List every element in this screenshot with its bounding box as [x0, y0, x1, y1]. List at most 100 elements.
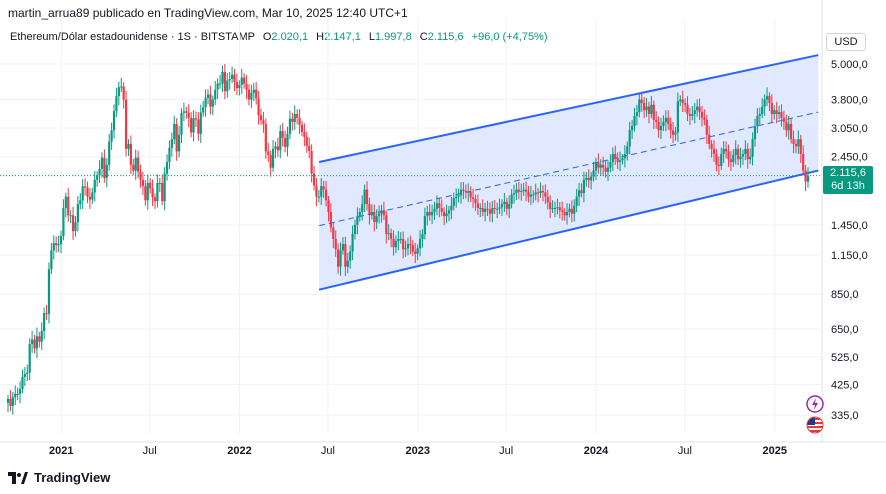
candle-body [724, 148, 728, 152]
candle-body [358, 211, 361, 217]
candle-body [715, 153, 718, 165]
high-label: H [316, 31, 325, 43]
candle-body [173, 123, 176, 140]
candle-body [141, 179, 145, 187]
candle-body [50, 250, 53, 270]
candle-body [505, 201, 508, 209]
candle-body [40, 331, 43, 342]
candle-body [122, 86, 125, 100]
candle-body [503, 201, 506, 205]
candle-body [81, 186, 84, 201]
candle-body [399, 238, 402, 240]
candle-body [235, 81, 239, 89]
candle-body [281, 131, 284, 138]
candle-body [303, 132, 306, 137]
y-tick-label: 2.450,0 [831, 152, 868, 164]
candle-body [527, 191, 530, 197]
candle-body [773, 110, 776, 114]
x-tick-label: 2025 [763, 445, 787, 457]
candle-body [780, 112, 783, 118]
candle-body [565, 211, 569, 216]
candle-body [727, 151, 730, 160]
candle-body [686, 104, 689, 114]
candle-body [96, 175, 99, 180]
candle-body [322, 186, 325, 190]
candle-body [802, 153, 805, 171]
channel-upper-line [318, 54, 819, 163]
currency-button[interactable]: USD [826, 33, 866, 51]
candle-body [392, 238, 395, 248]
candle-body [206, 94, 210, 98]
candle-body [667, 117, 670, 124]
candle-body [199, 112, 202, 134]
candle-body [688, 113, 692, 116]
candle-body [765, 96, 769, 100]
candle-body [47, 269, 51, 314]
brand-name[interactable]: TradingView [34, 470, 111, 485]
us-flag-icon[interactable] [806, 416, 824, 434]
candle-body [792, 139, 795, 144]
candle-body [23, 374, 26, 377]
candle-body [57, 244, 60, 246]
candle-body [770, 102, 773, 114]
candle-body [139, 171, 142, 180]
price-axis[interactable]: 5.000,0 3.800,0 3.050,0 2.450,0 1.450,0 1.150… [831, 59, 868, 422]
candle-body [28, 343, 31, 373]
candle-body [628, 130, 631, 147]
time-axis[interactable]: 2021 Jul 2022 Jul 2023 Jul 2024 Jul 2025 [49, 445, 787, 457]
symbol-name[interactable]: Ethereum/Dólar estadounidense · 1S · BIT… [10, 31, 255, 43]
candle-body [377, 213, 381, 217]
candle-body [134, 157, 137, 171]
candle-body [204, 97, 207, 108]
candle-body [38, 336, 41, 342]
candle-body [590, 176, 593, 181]
channel-fill [319, 55, 819, 290]
candle-body [775, 110, 778, 114]
candle-body [544, 192, 547, 197]
candle-body [652, 104, 655, 120]
candle-body [175, 123, 178, 152]
candle-body [435, 203, 439, 209]
candle-body [351, 234, 354, 252]
candle-body [621, 158, 624, 161]
candle-body [397, 238, 400, 241]
candle-body [674, 132, 677, 135]
candle-body [394, 240, 398, 248]
candle-body [180, 112, 183, 135]
candle-body [88, 196, 92, 200]
candle-body [481, 207, 484, 212]
channel-lower-line [318, 169, 819, 291]
candle-body [6, 398, 10, 403]
candle-body [712, 148, 716, 154]
candle-body [79, 200, 82, 205]
candle-body [69, 215, 72, 217]
candle-body [411, 245, 414, 252]
candle-body [385, 215, 388, 235]
lightning-icon[interactable] [806, 395, 824, 413]
regression-channel[interactable] [318, 54, 819, 291]
candle-body [758, 113, 761, 116]
publisher-line: martin_arrua89 publicado en TradingView.… [8, 6, 408, 20]
candle-body [647, 106, 651, 114]
candle-body [751, 139, 754, 157]
candle-body [182, 111, 186, 113]
candle-body [387, 233, 390, 235]
candle-body [380, 210, 383, 214]
candle-body [467, 191, 470, 193]
candle-body [21, 376, 24, 389]
candle-body [327, 200, 330, 212]
candle-body [55, 243, 58, 246]
candle-body [112, 110, 116, 131]
y-tick-label: 5.000,0 [831, 59, 868, 71]
candle-body [279, 131, 282, 151]
candle-body [806, 175, 810, 182]
candle-body [409, 244, 412, 246]
candle-body [245, 83, 248, 90]
low-value: 1.997,8 [375, 31, 412, 43]
candle-body [168, 147, 171, 163]
candle-body [643, 102, 646, 111]
candle-body [45, 313, 48, 315]
candle-body [416, 248, 419, 254]
candle-body [344, 244, 347, 267]
